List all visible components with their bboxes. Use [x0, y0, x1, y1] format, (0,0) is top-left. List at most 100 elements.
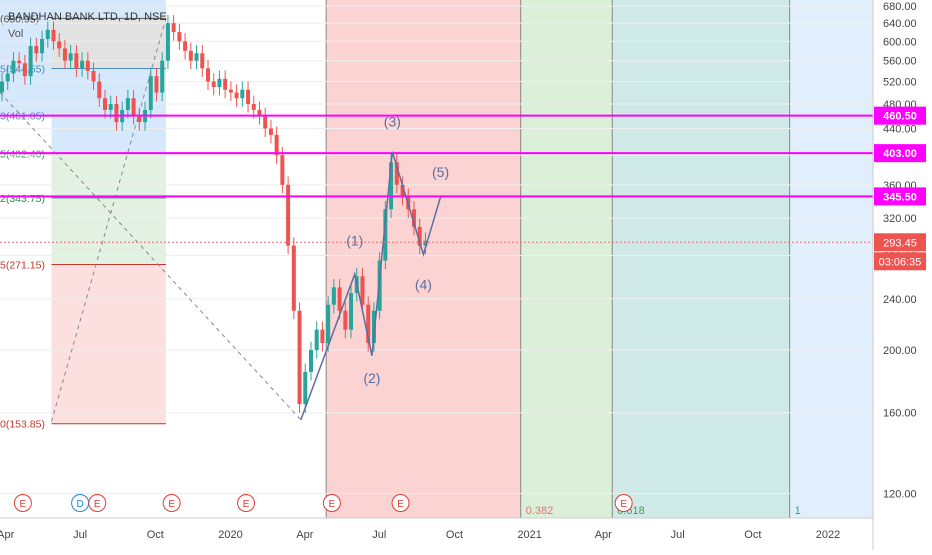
- candle-body: [5, 73, 10, 82]
- time-zone-band: [326, 0, 521, 518]
- event-marker[interactable]: [88, 494, 107, 512]
- candle-body: [320, 329, 325, 344]
- candle-body: [303, 371, 308, 405]
- event-marker-label: E: [168, 499, 175, 510]
- event-marker[interactable]: [13, 494, 32, 512]
- x-tick-label: Apr: [595, 529, 612, 541]
- event-marker[interactable]: [614, 494, 633, 512]
- candle-body: [34, 46, 39, 54]
- candle-body: [183, 41, 188, 51]
- trend-line: [0, 92, 302, 421]
- fib-level-label: 5(544.55): [0, 64, 45, 76]
- candle-body: [383, 209, 388, 261]
- event-marker[interactable]: [237, 494, 256, 512]
- candle-body: [68, 53, 73, 61]
- price-axis-bg: [873, 0, 932, 550]
- y-tick-label: 160.00: [883, 408, 917, 420]
- candle-body: [85, 60, 90, 71]
- candle-body: [228, 89, 233, 93]
- candle-body: [217, 78, 222, 87]
- candle-body: [171, 23, 176, 33]
- event-marker-label: E: [94, 499, 101, 510]
- y-tick-label: 200.00: [883, 345, 917, 357]
- candle-body: [331, 287, 336, 305]
- y-tick-label: 240.00: [883, 294, 917, 306]
- elliott-wave-label: (4): [415, 277, 432, 293]
- x-tick-label: Jul: [372, 529, 386, 541]
- candle-body: [80, 60, 85, 69]
- candle-body: [17, 60, 22, 64]
- fib-zone: [51, 153, 166, 198]
- x-tick-label: Jul: [73, 529, 87, 541]
- event-marker-label: E: [397, 499, 404, 510]
- candle-body: [366, 304, 371, 344]
- y-tick-label: 680.00: [883, 1, 917, 13]
- y-tick-label: 120.00: [883, 489, 917, 501]
- y-tick-label: 320.00: [883, 213, 917, 225]
- event-marker[interactable]: [322, 494, 341, 512]
- fib-zone: [51, 264, 166, 424]
- time-zone-label: 1: [795, 505, 801, 517]
- candle-body: [165, 23, 170, 61]
- x-tick-label: Oct: [744, 529, 761, 541]
- event-marker[interactable]: [391, 494, 410, 512]
- candle-body: [297, 310, 302, 405]
- fib-level-label: 5(271.15): [0, 259, 45, 271]
- fib-top-band: [51, 0, 166, 19]
- countdown-value: 03:06:35: [879, 256, 922, 268]
- fib-level-label: 0(153.85): [0, 419, 45, 431]
- time-zone-band: [789, 0, 873, 518]
- horizontal-level-tag: [874, 106, 926, 125]
- elliott-wave-label: (5): [432, 164, 449, 180]
- event-marker-label: E: [20, 499, 27, 510]
- candle-body: [74, 53, 79, 69]
- candle-body: [40, 38, 45, 54]
- last-price-tag: [874, 233, 926, 252]
- fib-zone: [51, 115, 166, 154]
- event-marker-label: E: [243, 499, 250, 510]
- candle-body: [268, 128, 273, 135]
- candle-body: [263, 115, 268, 129]
- event-marker[interactable]: [162, 494, 181, 512]
- candle-body: [223, 78, 228, 90]
- candle-body: [62, 48, 67, 61]
- time-zone-band: [520, 0, 613, 518]
- x-tick-label: Jul: [671, 529, 685, 541]
- time-axis-bg: [0, 518, 873, 550]
- event-marker-label: E: [620, 499, 627, 510]
- candle-body: [97, 81, 102, 99]
- candle-body: [114, 104, 119, 123]
- candle-body: [57, 41, 62, 49]
- x-tick-label: Oct: [446, 529, 463, 541]
- candle-body: [125, 98, 130, 110]
- candle-body: [371, 310, 376, 344]
- candle-body: [291, 245, 296, 311]
- candle-body: [286, 184, 291, 246]
- x-tick-label: 2021: [517, 529, 541, 541]
- event-marker-label: E: [329, 499, 336, 510]
- x-tick-label: Apr: [0, 529, 15, 541]
- candle-body: [240, 89, 245, 99]
- candle-body: [417, 226, 422, 246]
- candle-body: [0, 81, 4, 93]
- y-tick-label: 520.00: [883, 77, 917, 89]
- horizontal-level-tag: [874, 144, 926, 163]
- candle-body: [251, 104, 256, 110]
- candle-body: [154, 76, 159, 93]
- time-zone-band: [612, 0, 790, 518]
- fib-level-label: (650.95): [0, 13, 39, 25]
- candle-body: [411, 209, 416, 227]
- candle-body: [91, 70, 96, 82]
- candle-body: [137, 115, 142, 123]
- elliott-wave-label: (3): [384, 114, 401, 130]
- countdown-tag: [874, 252, 926, 271]
- candle-body: [205, 68, 210, 82]
- candle-body: [211, 81, 216, 87]
- candle-body: [394, 162, 399, 185]
- candle-body: [200, 53, 205, 69]
- candle-body: [257, 109, 262, 116]
- x-tick-label: 2022: [816, 529, 840, 541]
- last-price-value: 293.45: [883, 237, 917, 249]
